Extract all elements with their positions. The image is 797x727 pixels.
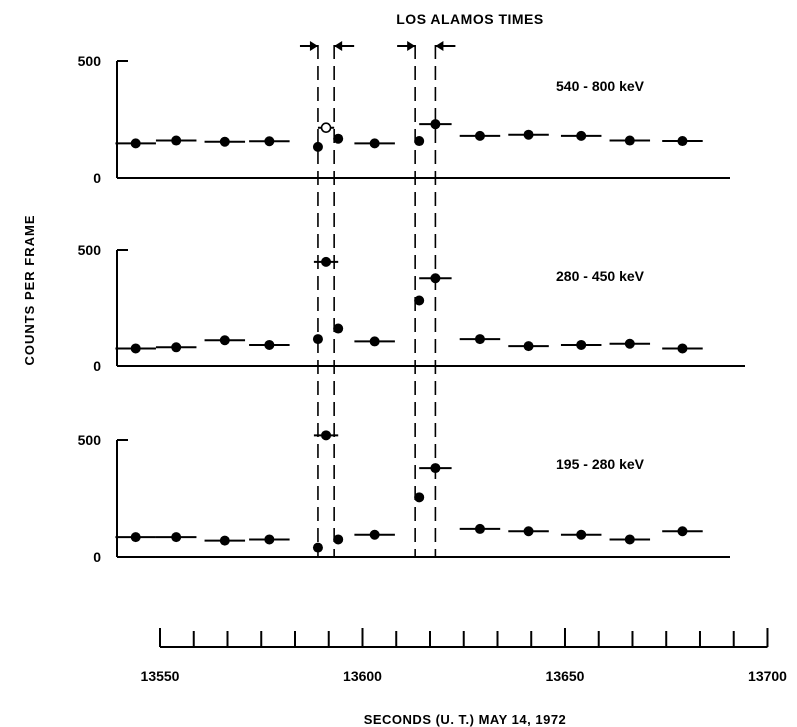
data-point (414, 492, 425, 503)
time-marker-arrowhead (309, 41, 318, 51)
y-tick-label-0: 0 (93, 358, 101, 374)
chart-title: LOS ALAMOS TIMES (396, 11, 543, 27)
data-point (576, 529, 587, 540)
panel-195-280-kev: 500 0 (78, 430, 730, 565)
data-point (677, 526, 688, 537)
y-tick-label-0: 0 (93, 170, 101, 186)
data-point (219, 335, 230, 346)
data-point (369, 529, 380, 540)
data-point (369, 138, 380, 149)
x-tick-label: 13550 (141, 668, 180, 684)
y-tick-label-0: 0 (93, 549, 101, 565)
data-point (312, 141, 323, 152)
los-alamos-time-markers (299, 41, 456, 51)
y-tick-label-500: 500 (78, 53, 102, 69)
data-point (171, 135, 182, 146)
data-point (321, 256, 332, 267)
data-point (312, 542, 323, 553)
data-point (321, 430, 332, 441)
data-point (474, 130, 485, 141)
y-axis-label: COUNTS PER FRAME (22, 214, 37, 365)
data-point (414, 295, 425, 306)
data-point (219, 136, 230, 147)
data-point (430, 119, 441, 130)
data-point (523, 341, 534, 352)
panel-1-energy-label: 540 - 800 keV (556, 78, 645, 94)
data-point (369, 336, 380, 347)
x-tick-label: 13650 (546, 668, 585, 684)
panel-3-energy-label: 195 - 280 keV (556, 456, 645, 472)
data-point (171, 342, 182, 353)
time-marker-arrowhead (334, 41, 343, 51)
panel-280-450-kev: 500 0 (78, 242, 745, 374)
data-point-open (320, 122, 332, 133)
panel-540-800-kev: 500 0 (78, 53, 730, 186)
los-alamos-time-lines (317, 45, 437, 557)
x-axis-label: SECONDS (U. T.) MAY 14, 1972 (364, 712, 567, 727)
data-point (130, 343, 141, 354)
data-point (523, 129, 534, 140)
data-point (576, 339, 587, 350)
x-axis: 13550 13600 13650 13700 (141, 628, 787, 684)
data-point (474, 523, 485, 534)
data-point (624, 135, 635, 146)
data-point (264, 136, 275, 147)
data-point (333, 133, 344, 144)
x-tick-label: 13700 (748, 668, 787, 684)
data-point (264, 534, 275, 545)
data-point (624, 338, 635, 349)
x-tick-label: 13600 (343, 668, 382, 684)
data-point (576, 130, 587, 141)
data-point (219, 535, 230, 546)
data-point (677, 136, 688, 147)
data-point (130, 532, 141, 543)
data-point (677, 343, 688, 354)
data-point (130, 138, 141, 149)
data-point (333, 323, 344, 334)
data-point (171, 532, 182, 543)
data-point (523, 526, 534, 537)
time-marker-arrowhead (435, 41, 444, 51)
data-point (264, 339, 275, 350)
time-marker-arrowhead (407, 41, 416, 51)
data-point (624, 534, 635, 545)
y-tick-label-500: 500 (78, 432, 102, 448)
data-point (474, 334, 485, 345)
data-point (414, 136, 425, 147)
y-tick-label-500: 500 (78, 242, 102, 258)
data-point (333, 534, 344, 545)
panel-2-energy-label: 280 - 450 keV (556, 268, 645, 284)
